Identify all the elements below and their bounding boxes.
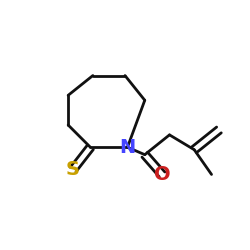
Text: S: S: [66, 160, 80, 179]
Text: N: N: [119, 138, 136, 157]
Text: O: O: [154, 165, 170, 184]
